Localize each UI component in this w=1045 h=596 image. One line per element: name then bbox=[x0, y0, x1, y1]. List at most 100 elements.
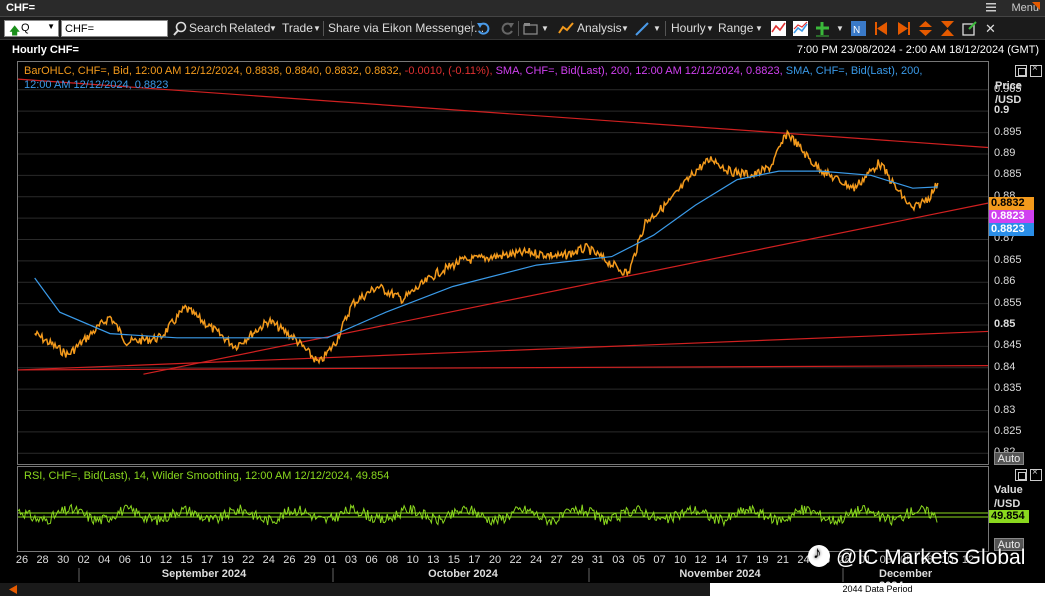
undo-icon[interactable] bbox=[476, 20, 493, 37]
day-tick-label: 10 bbox=[673, 554, 687, 566]
maximize-panel-icon[interactable] bbox=[1015, 469, 1027, 481]
day-tick-label: 24 bbox=[262, 554, 275, 566]
news-icon[interactable]: N bbox=[850, 20, 867, 37]
search-icon[interactable] bbox=[172, 20, 189, 37]
day-tick-label: 31 bbox=[591, 554, 604, 566]
chevron-down-icon: ▼ bbox=[47, 22, 55, 31]
price-tick-label: 0.855 bbox=[994, 296, 1022, 309]
redo-icon[interactable] bbox=[498, 20, 515, 37]
quote-type-selector[interactable]: 🡅 Q ▼ bbox=[4, 20, 59, 37]
toolbar-divider bbox=[665, 21, 666, 36]
price-tick-label: 0.89 bbox=[994, 146, 1016, 159]
price-tick-label: 0.835 bbox=[994, 382, 1022, 395]
day-tick-label: 06 bbox=[118, 554, 131, 566]
day-tick-label: 22 bbox=[509, 554, 522, 566]
range-menu[interactable]: Range bbox=[718, 21, 754, 35]
scroll-left-arrow-icon[interactable] bbox=[8, 584, 18, 595]
close-panel-icon[interactable]: × bbox=[1030, 63, 1042, 77]
related-menu[interactable]: Related bbox=[229, 21, 271, 35]
day-tick-label: 22 bbox=[242, 554, 255, 566]
chevron-down-icon: ▼ bbox=[269, 24, 277, 33]
day-tick-label: 19 bbox=[221, 554, 234, 566]
sma-legend-2-value: 12:00 AM 12/12/2024, 0.8823 bbox=[24, 79, 169, 91]
add-indicator-icon[interactable] bbox=[814, 20, 831, 37]
trendline bbox=[17, 330, 989, 371]
symbol-input[interactable] bbox=[61, 20, 168, 37]
day-tick-label: 13 bbox=[427, 554, 440, 566]
close-panel-icon[interactable]: × bbox=[1030, 467, 1042, 481]
page-title: Hourly CHF= bbox=[12, 44, 79, 56]
chevron-down-icon: ▼ bbox=[755, 24, 763, 33]
toolbar-divider bbox=[518, 21, 519, 36]
day-tick-label: 10 bbox=[941, 554, 954, 566]
zoom-fit-icon[interactable] bbox=[939, 20, 956, 37]
chart-type-icon[interactable] bbox=[770, 20, 787, 37]
price-tick-label: 0.83 bbox=[994, 403, 1016, 416]
day-tick-label: 30 bbox=[57, 554, 70, 566]
day-tick-label: 17 bbox=[468, 554, 481, 566]
zoom-vertical-icon[interactable] bbox=[917, 20, 934, 37]
day-tick-label: 12 bbox=[159, 554, 173, 566]
rsi-legend: RSI, CHF=, Bid(Last), 14, Wilder Smoothi… bbox=[24, 470, 390, 482]
export-icon[interactable] bbox=[961, 20, 978, 37]
day-tick-label: 03 bbox=[612, 554, 625, 566]
day-tick-label: 24 bbox=[797, 554, 810, 566]
share-eikon-messenger[interactable]: Share via Eikon Messenger... bbox=[328, 21, 485, 35]
menu-button[interactable]: Menu bbox=[1011, 2, 1039, 14]
interval-menu[interactable]: Hourly bbox=[671, 21, 706, 35]
scroll-left-icon[interactable] bbox=[873, 20, 890, 37]
price-tick-label: 0.885 bbox=[994, 168, 1022, 181]
window-title: CHF= bbox=[6, 2, 36, 14]
watermark-text: @IC Markets Global bbox=[836, 546, 1026, 569]
scroll-bar[interactable]: 2044 Data Period bbox=[0, 583, 1045, 596]
time-axis[interactable]: 26 28 30 02 04 06 10 12 15 17 19 22 24 26 29 01 03 06 08 10… bbox=[0, 552, 990, 592]
draw-line-icon[interactable] bbox=[634, 20, 651, 37]
scroll-right-icon[interactable] bbox=[895, 20, 912, 37]
day-tick-label: 27 bbox=[550, 554, 563, 566]
day-tick-label: 21 bbox=[776, 554, 790, 566]
tiktok-logo-icon bbox=[808, 543, 830, 567]
day-tick-label: 03 bbox=[344, 554, 358, 566]
analysis-menu[interactable]: Analysis bbox=[577, 21, 622, 35]
window-corner-icon bbox=[1032, 2, 1040, 10]
maximize-panel-icon[interactable] bbox=[1015, 65, 1027, 77]
day-tick-label: 26 bbox=[283, 554, 296, 566]
day-tick-label: 15 bbox=[180, 554, 193, 566]
price-tick-label: 0.825 bbox=[994, 424, 1022, 437]
date-range-readout: 7:00 PM 23/08/2024 - 2:00 AM 18/12/2024 … bbox=[796, 44, 1039, 56]
price-auto-scale-button[interactable]: Auto bbox=[994, 452, 1024, 465]
menu-icon[interactable] bbox=[985, 1, 997, 13]
day-tick-label: 14 bbox=[715, 554, 728, 566]
day-tick-label: 17 bbox=[200, 554, 214, 566]
compare-icon[interactable] bbox=[792, 20, 809, 37]
rsi-panel-frame bbox=[17, 466, 989, 552]
rsi-auto-scale-button[interactable]: Auto bbox=[994, 538, 1024, 551]
chevron-down-icon: ▼ bbox=[313, 24, 321, 33]
toolbar: 🡅 Q ▼ Search Related ▼ Trade ▼ Share via… bbox=[0, 17, 1045, 40]
day-tick-label: 06 bbox=[365, 554, 378, 566]
day-tick-label: 15 bbox=[447, 554, 460, 566]
analysis-icon[interactable] bbox=[558, 20, 575, 37]
chevron-down-icon: ▼ bbox=[541, 24, 549, 33]
month-label: October 2024 bbox=[428, 568, 498, 580]
day-tick-label: 19 bbox=[756, 554, 769, 566]
day-tick-label: 29 bbox=[571, 554, 584, 566]
trade-menu[interactable]: Trade bbox=[282, 21, 313, 35]
price-tick-label: 0.865 bbox=[994, 253, 1022, 266]
day-tick-label: 05 bbox=[900, 554, 913, 566]
search-button[interactable]: Search bbox=[189, 21, 228, 35]
price-tick-label: 0.85 bbox=[994, 318, 1016, 330]
day-tick-label: 28 bbox=[36, 554, 49, 566]
price-tick-label: 0.86 bbox=[994, 275, 1016, 288]
close-icon[interactable]: ✕ bbox=[985, 21, 996, 36]
day-tick-label: 28 bbox=[838, 554, 851, 566]
change-legend: -0.0010, (-0.11%), bbox=[401, 65, 493, 77]
sma-price-tag-1: 0.8823 bbox=[989, 210, 1034, 223]
up-arrow-icon: 🡅 bbox=[9, 25, 21, 37]
folder-icon[interactable] bbox=[522, 20, 539, 37]
watermark: @IC Markets Global bbox=[808, 543, 1026, 570]
day-tick-label: 07 bbox=[653, 554, 666, 566]
day-tick-label: 26 bbox=[15, 554, 29, 566]
price-tick-label: 0.845 bbox=[994, 339, 1022, 352]
